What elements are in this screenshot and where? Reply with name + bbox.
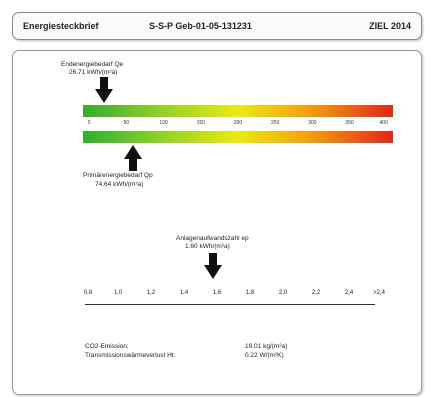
energy-bar-bottom bbox=[83, 131, 393, 143]
ep-scale-tick: 0,8 bbox=[83, 290, 93, 296]
app-title: Energiesteckbrief bbox=[23, 21, 99, 31]
energy-profile-panel: Endenergiebedarf Qe 26.71 kWh/(m²a) 0 50… bbox=[12, 50, 422, 395]
ep-scale-tick: 1,2 bbox=[146, 290, 156, 296]
ep-scale-tick: 1,6 bbox=[212, 290, 222, 296]
energy-scale-tick: 200 bbox=[233, 120, 243, 126]
primaerenergie-label: Primärenergiebedarf Qp bbox=[83, 172, 153, 179]
header-bar: Energiesteckbrief S-S-P Geb-01-05-131231… bbox=[12, 12, 422, 40]
energy-scale: 0 50 100 150 200 250 300 350 400 bbox=[83, 119, 393, 129]
anlagen-marker-icon bbox=[204, 253, 222, 279]
ep-scale-tick: 1,8 bbox=[245, 290, 255, 296]
ep-scale: 0,8 1,0 1,2 1,4 1,6 1,8 2,0 2,2 2,4 >2,4 bbox=[83, 290, 385, 300]
endenergie-marker-icon bbox=[95, 77, 113, 103]
co2-label: CO2-Emission: bbox=[85, 343, 129, 350]
anlagen-value: 1.60 kWh/(m²a) bbox=[185, 243, 230, 250]
ep-axis-line bbox=[85, 304, 375, 305]
endenergie-label: Endenergiebedarf Qe bbox=[61, 61, 124, 68]
energy-bar-top bbox=[83, 105, 393, 117]
co2-value: 19.01 kg/(m²a) bbox=[245, 343, 288, 350]
ep-scale-tick: 2,0 bbox=[278, 290, 288, 296]
energy-scale-tick: 0 bbox=[87, 120, 91, 126]
energy-scale-tick: 250 bbox=[271, 120, 280, 126]
ep-scale-tick: 1,0 bbox=[113, 290, 123, 296]
energy-scale-tick: 400 bbox=[379, 120, 388, 126]
anlagen-label: Anlagenaufwandszahl ep bbox=[176, 235, 249, 242]
energy-scale-tick: 300 bbox=[308, 120, 317, 126]
transmission-label: Transmissionswärmeverlust Ht: bbox=[85, 352, 176, 359]
energy-scale-tick: 100 bbox=[159, 120, 168, 126]
energy-scale-tick: 350 bbox=[345, 120, 354, 126]
ep-scale-tick: 2,2 bbox=[311, 290, 321, 296]
ep-scale-tick: >2,4 bbox=[373, 290, 385, 296]
transmission-value: 0.22 W/(m²K) bbox=[245, 352, 284, 359]
goal-label: ZIEL 2014 bbox=[369, 21, 411, 31]
ep-scale-tick: 2,4 bbox=[344, 290, 354, 296]
energy-scale-tick: 150 bbox=[196, 120, 205, 126]
building-id: S-S-P Geb-01-05-131231 bbox=[149, 21, 252, 31]
energy-scale-tick: 50 bbox=[123, 120, 130, 126]
primaerenergie-marker-icon bbox=[124, 145, 142, 171]
primaerenergie-value: 74.64 kWh/(m²a) bbox=[95, 181, 144, 188]
ep-scale-tick: 1,4 bbox=[179, 290, 189, 296]
endenergie-value: 26.71 kWh/(m²a) bbox=[69, 69, 118, 76]
